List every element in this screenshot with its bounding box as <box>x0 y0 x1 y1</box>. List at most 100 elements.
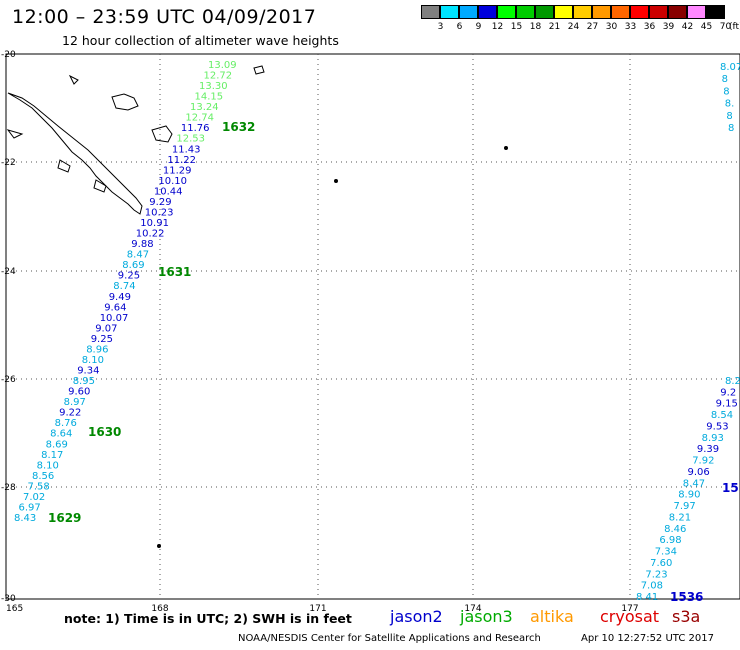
wave-height-point: 13.30 <box>199 81 228 92</box>
wave-height-point: 10.44 <box>154 186 183 197</box>
scale-swatch <box>459 5 478 19</box>
scale-swatch <box>440 5 459 19</box>
wave-height-point: 8.41 <box>636 592 658 603</box>
pass-number-label: 15 <box>722 481 739 495</box>
wave-height-point: 11.43 <box>172 144 201 155</box>
scale-label: 36 <box>643 22 656 32</box>
lat-tick-label: -24 <box>1 267 16 277</box>
wave-height-point: 9.22 <box>59 408 81 419</box>
scale-label: 9 <box>475 22 482 32</box>
wave-height-point: 7.58 <box>28 481 50 492</box>
wave-height-point: 13.09 <box>208 60 237 71</box>
lat-tick-label: -26 <box>1 375 16 385</box>
scale-label: 27 <box>586 22 599 32</box>
wave-height-point: 7.34 <box>655 547 677 558</box>
wave-height-point: 9.15 <box>716 399 738 410</box>
wave-height-point: 7.97 <box>674 501 696 512</box>
wave-height-point: 13.24 <box>190 102 219 113</box>
wave-height-point: 10.10 <box>158 176 187 187</box>
new-caledonia-coast <box>7 92 143 215</box>
scale-label: 39 <box>662 22 675 32</box>
wave-height-point: 8.56 <box>32 471 54 482</box>
wave-height-point: 7.92 <box>692 456 714 467</box>
wave-height-point: 10.07 <box>100 313 129 324</box>
small-island-4 <box>253 65 265 75</box>
scale-swatch <box>592 5 611 19</box>
wave-height-point: 11.76 <box>181 123 210 134</box>
wave-height-point: 9.25 <box>91 334 113 345</box>
generated-timestamp: Apr 10 12:27:52 UTC 2017 <box>581 633 714 644</box>
wave-height-point: 7.08 <box>641 581 663 592</box>
lon-tick-label: 165 <box>6 604 23 614</box>
lat-tick-label: -22 <box>1 158 16 168</box>
wave-height-point: 10.23 <box>145 208 174 219</box>
wave-height-point: 8.95 <box>73 376 95 387</box>
wave-height-point: 9.25 <box>118 271 140 282</box>
small-island-3 <box>151 125 173 143</box>
pass-number-label: 1631 <box>158 265 191 279</box>
wave-height-point: 8.97 <box>64 397 86 408</box>
scale-swatch <box>649 5 668 19</box>
wave-height-point: 9.53 <box>706 422 728 433</box>
wave-height-point: 8.74 <box>113 281 135 292</box>
wave-height-point: 12.74 <box>185 113 214 124</box>
wave-height-point: 9.34 <box>77 366 99 377</box>
wave-height-point: 8.69 <box>122 260 144 271</box>
wave-height-point: 8.17 <box>41 450 63 461</box>
wave-height-point: 9.88 <box>131 239 153 250</box>
coastline <box>6 65 508 548</box>
scale-label: 42 <box>681 22 694 32</box>
scale-label: 45 <box>700 22 713 32</box>
scale-swatch <box>478 5 497 19</box>
wave-height-point: 8.76 <box>55 418 77 429</box>
scale-label: 3 <box>437 22 444 32</box>
scale-swatch <box>687 5 706 19</box>
pass-numbers: 1632 1631 1630 1629 15 1536 <box>48 120 739 604</box>
satellite-name: cryosat <box>600 607 660 626</box>
wave-height-point: 8.54 <box>711 410 733 421</box>
scale-swatch <box>706 5 725 19</box>
lon-tick-label: 174 <box>464 604 481 614</box>
scale-label: 12 <box>491 22 504 32</box>
wave-height-point: 11.22 <box>167 155 196 166</box>
wave-height-point: 8 <box>726 111 732 122</box>
lon-tick-label: 171 <box>309 604 326 614</box>
pass-number-label: 1630 <box>88 425 121 439</box>
scale-swatch <box>497 5 516 19</box>
satellite-name: jason3 <box>460 607 513 626</box>
map-frame <box>5 53 740 600</box>
scale-swatch <box>535 5 554 19</box>
lat-tick-label: -20 <box>1 50 16 60</box>
wave-height-point: 6.98 <box>659 535 681 546</box>
wave-height-point: 8.90 <box>678 490 700 501</box>
satellite-name: altika <box>530 607 574 626</box>
wave-height-labels: 13.0912.7213.3014.1513.2412.7411.7612.53… <box>14 60 740 603</box>
wave-height-point: 11.29 <box>163 165 192 176</box>
wave-height-point: 8.46 <box>664 524 686 535</box>
wave-height-point: 12.53 <box>176 134 205 145</box>
scale-label: 30 <box>605 22 618 32</box>
loyalty-islands-coast <box>111 93 139 111</box>
scale-label: 70 <box>719 22 732 32</box>
wave-height-point: 8.64 <box>50 429 72 440</box>
wave-height-point: 9.29 <box>149 197 171 208</box>
lon-tick-label: 177 <box>621 604 638 614</box>
small-island-2 <box>93 179 107 193</box>
wave-height-point: 7.60 <box>650 558 672 569</box>
scale-swatch <box>668 5 687 19</box>
scale-label: 33 <box>624 22 637 32</box>
wave-height-point: 8.10 <box>37 460 59 471</box>
scale-label: 18 <box>529 22 542 32</box>
wave-height-point: 9.60 <box>68 387 90 398</box>
scale-label: 21 <box>548 22 561 32</box>
satellite-name: s3a <box>672 607 701 626</box>
wave-height-point: 9.07 <box>95 323 117 334</box>
wave-height-point: 7.23 <box>645 569 667 580</box>
map-subtitle: 12 hour collection of altimeter wave hei… <box>62 33 339 48</box>
wave-height-point: 8. <box>725 99 735 110</box>
wave-height-point: 8.47 <box>127 250 149 261</box>
wave-height-point: 8 <box>723 86 729 97</box>
lat-tick-label: -28 <box>1 483 16 493</box>
scale-swatch <box>554 5 573 19</box>
wave-height-point: 8.69 <box>46 439 68 450</box>
